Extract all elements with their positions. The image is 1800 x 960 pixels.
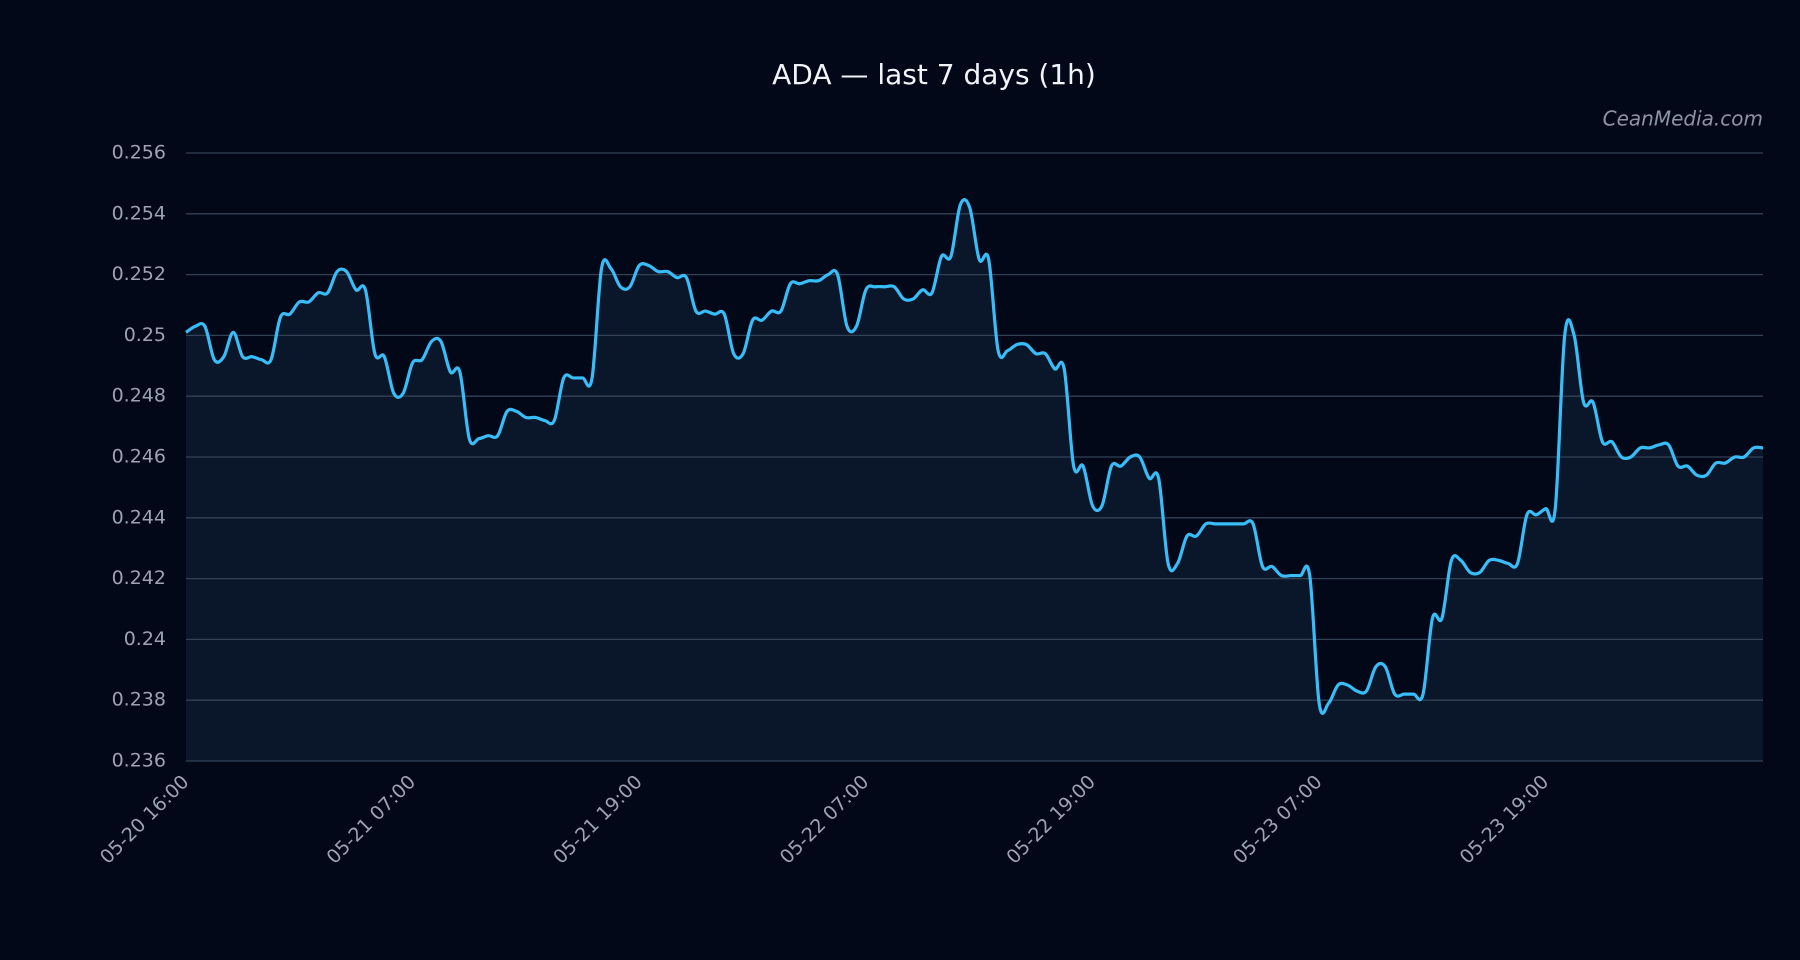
- chart-title: ADA — last 7 days (1h): [772, 58, 1096, 91]
- y-tick-label: 0.254: [112, 202, 166, 224]
- line: [185, 198, 1764, 715]
- y-tick-label: 0.256: [112, 142, 166, 164]
- y-tick-label: 0.248: [112, 385, 166, 407]
- y-tick-label: 0.238: [112, 689, 166, 711]
- y-tick-label: 0.25: [124, 324, 166, 346]
- y-tick-label: 0.24: [124, 628, 166, 650]
- y-tick-label: 0.246: [112, 446, 166, 468]
- y-tick-label: 0.242: [112, 567, 166, 589]
- y-tick-label: 0.236: [112, 750, 166, 772]
- watermark: CeanMedia.com: [1603, 107, 1763, 131]
- y-tick-label: 0.244: [112, 506, 166, 528]
- area: [186, 199, 1763, 761]
- y-tick-label: 0.252: [112, 263, 166, 285]
